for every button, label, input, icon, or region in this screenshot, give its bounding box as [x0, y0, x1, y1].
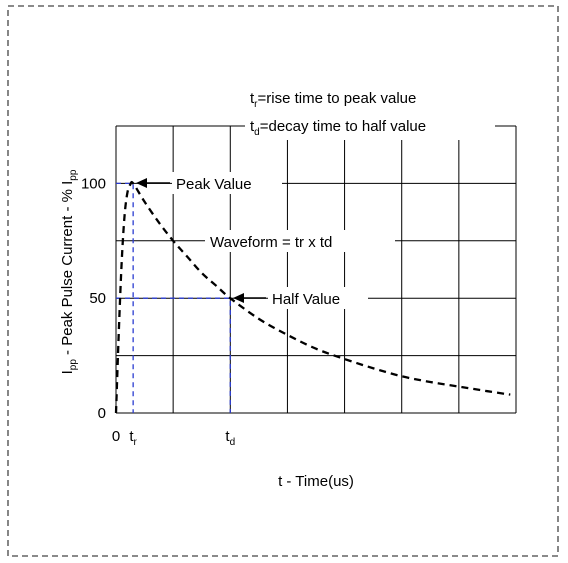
- legend-td-text: =decay time to half value: [260, 118, 426, 135]
- x-tick-labels: 0 tr td: [112, 428, 235, 448]
- legend-td: td=decay time to half value: [250, 118, 426, 138]
- outer-dashed-border: [7, 5, 559, 557]
- y-axis-title-main: I: [59, 370, 76, 374]
- legend-tr-main: t: [250, 90, 255, 107]
- y-axis-title-main-sub: pp: [68, 359, 79, 371]
- legend-td-main: t: [250, 118, 255, 135]
- y-axis-title-rest-sub: pp: [68, 169, 79, 181]
- reference-lines: [116, 182, 231, 413]
- x-axis-title: t - Time(us): [278, 473, 354, 490]
- waveform-label: Waveform = tr x td: [210, 234, 332, 251]
- peak-value-arrowhead: [136, 178, 147, 188]
- y-tick-label: 100: [81, 175, 106, 192]
- y-tick-labels: 0 50 100: [81, 175, 106, 422]
- x-tick-label: td: [225, 428, 235, 448]
- reference-line: [116, 297, 231, 413]
- x-tick-label: tr: [129, 428, 137, 448]
- legend-tr: tr=rise time to peak value: [250, 90, 416, 110]
- y-axis-title: Ipp - Peak Pulse Current - % Ipp: [59, 169, 79, 374]
- grid: [115, 125, 517, 414]
- half-value-arrowhead: [233, 293, 244, 303]
- legend-background: [245, 84, 495, 140]
- y-tick-label: 50: [89, 290, 106, 307]
- x-tick-label: 0: [112, 428, 120, 445]
- y-axis-title-rest: - Peak Pulse Current - % I: [59, 181, 76, 359]
- y-tick-label: 0: [98, 405, 106, 422]
- legend-td-sub: d: [254, 127, 260, 138]
- legend-tr-sub: r: [254, 99, 258, 110]
- peak-value-label: Peak Value: [176, 176, 252, 193]
- legend-tr-text: =rise time to peak value: [258, 90, 417, 107]
- peak-value-label-bg: [172, 172, 282, 194]
- series-line: [114, 180, 511, 414]
- half-value-label: Half Value: [272, 291, 340, 308]
- waveform-label-bg: [205, 230, 395, 252]
- half-value-label-bg: [268, 287, 368, 309]
